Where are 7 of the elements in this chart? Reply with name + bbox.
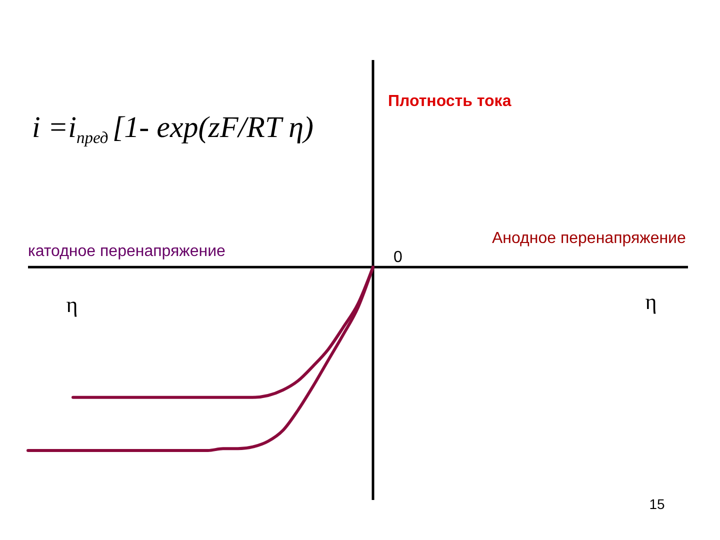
text: Анодное перенапряжение [492, 230, 686, 247]
annotation: η [66, 292, 78, 317]
text: Плотность тока [388, 93, 512, 110]
annotation: η [645, 289, 657, 314]
text: 15 [649, 496, 665, 512]
text: 0 [394, 249, 403, 266]
text: катодное перенапряжение [28, 243, 226, 260]
